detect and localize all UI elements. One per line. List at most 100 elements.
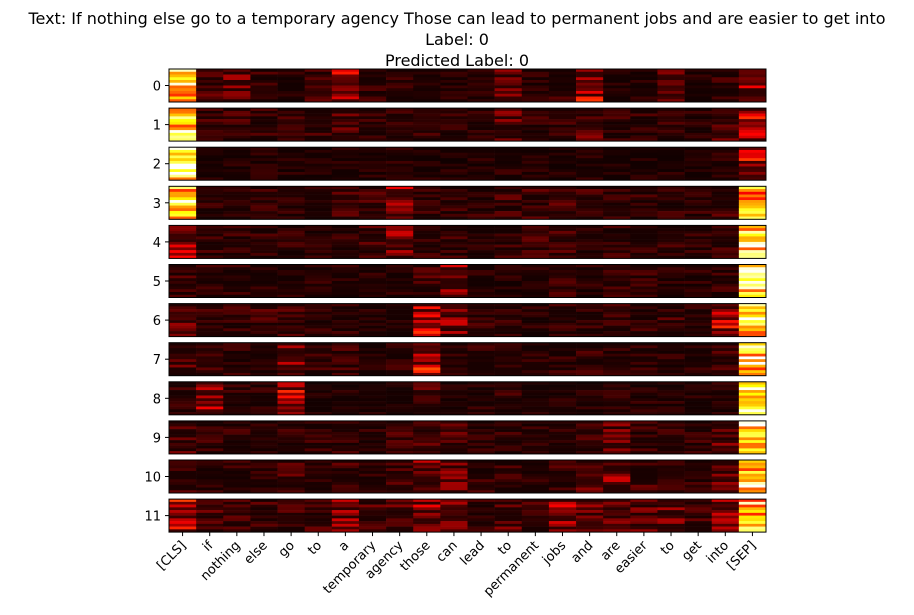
heatmap-cell — [196, 228, 224, 232]
heatmap-cell — [386, 147, 414, 151]
heatmap-cell — [467, 191, 495, 195]
heatmap-cell — [413, 286, 441, 290]
heatmap-cell — [711, 241, 740, 245]
heatmap-cell — [630, 465, 658, 469]
heatmap-cell — [657, 239, 685, 243]
heatmap-cell — [711, 515, 740, 519]
heatmap-cell — [467, 225, 495, 229]
heatmap-cell — [440, 320, 468, 324]
heatmap-cell — [603, 364, 631, 368]
heatmap-cell — [277, 289, 305, 293]
heatmap-cell — [331, 88, 360, 92]
heatmap-cell — [576, 281, 604, 285]
heatmap-cell — [277, 512, 305, 516]
heatmap-cell — [386, 303, 414, 307]
heatmap-cell — [358, 236, 387, 240]
heatmap-cell — [358, 499, 387, 503]
heatmap-cell — [684, 512, 713, 516]
heatmap-cell — [684, 135, 713, 139]
heatmap-cell — [548, 152, 577, 156]
heatmap-cell — [467, 189, 495, 193]
heatmap-cell — [684, 281, 713, 285]
heatmap-cell — [440, 501, 468, 505]
heatmap-cell — [657, 361, 685, 365]
heatmap-cell — [413, 233, 441, 237]
heatmap-cell — [169, 121, 197, 125]
heatmap-cell — [277, 244, 305, 248]
heatmap-cell — [684, 278, 713, 282]
heatmap-cell — [250, 247, 278, 251]
heatmap-cell — [277, 510, 305, 514]
heatmap-cell — [440, 482, 468, 486]
heatmap-cell — [250, 211, 278, 215]
heatmap-cell — [467, 286, 495, 290]
heatmap-cell — [169, 350, 197, 354]
heatmap-cell — [630, 370, 658, 374]
heatmap-cell — [223, 135, 251, 139]
heatmap-cell — [684, 169, 713, 173]
heatmap-cell — [413, 403, 441, 407]
heatmap-cell — [603, 278, 631, 282]
heatmap-cell — [223, 370, 251, 374]
heatmap-cell — [630, 267, 658, 271]
heatmap-cell — [196, 127, 224, 131]
heatmap-cell — [304, 403, 333, 407]
heatmap-cell — [548, 314, 577, 318]
heatmap-cell — [548, 294, 577, 298]
heatmap-cell — [684, 230, 713, 234]
heatmap-cell — [358, 398, 387, 402]
heatmap-cell — [467, 412, 495, 416]
heatmap-cell — [738, 267, 767, 271]
heatmap-cell — [196, 465, 224, 469]
heatmap-cell — [304, 135, 333, 139]
heatmap-cell — [603, 384, 631, 388]
heatmap-cell — [386, 205, 414, 209]
heatmap-cell — [196, 429, 224, 433]
heatmap-cell — [169, 499, 197, 503]
heatmap-cell — [657, 74, 685, 78]
heatmap-cell — [277, 160, 305, 164]
heatmap-cell — [440, 328, 468, 332]
heatmap-cell — [684, 99, 713, 103]
heatmap-cell — [413, 348, 441, 352]
heatmap-cell — [684, 420, 713, 424]
heatmap-cell — [603, 510, 631, 514]
heatmap-cell — [413, 283, 441, 287]
heatmap-cell — [304, 333, 333, 337]
heatmap-cell — [548, 515, 577, 519]
heatmap-cell — [250, 236, 278, 240]
heatmap-cell — [358, 160, 387, 164]
heatmap-cell — [413, 325, 441, 329]
heatmap-cell — [331, 350, 360, 354]
heatmap-cell — [277, 127, 305, 131]
heatmap-cell — [250, 515, 278, 519]
heatmap-cell — [711, 490, 740, 494]
heatmap-cell — [169, 311, 197, 315]
heatmap-cell — [440, 88, 468, 92]
heatmap-cell — [548, 93, 577, 97]
heatmap-cell — [576, 482, 604, 486]
heatmap-cell — [440, 121, 468, 125]
heatmap-cell — [358, 77, 387, 81]
heatmap-cell — [304, 166, 333, 170]
heatmap-cell — [223, 241, 251, 245]
heatmap-cell — [494, 398, 523, 402]
heatmap-cell — [196, 342, 224, 346]
heatmap-cell — [548, 247, 577, 251]
heatmap-cell — [467, 431, 495, 435]
heatmap-cell — [169, 250, 197, 254]
heatmap-cell — [630, 510, 658, 514]
heatmap-cell — [711, 510, 740, 514]
heatmap-cell — [331, 283, 360, 287]
heatmap-cell — [386, 149, 414, 153]
heatmap-cell — [196, 272, 224, 276]
heatmap-cell — [657, 177, 685, 181]
heatmap-cell — [494, 228, 523, 232]
heatmap-cell — [223, 426, 251, 430]
heatmap-cell — [223, 74, 251, 78]
heatmap-cell — [684, 384, 713, 388]
heatmap-cell — [331, 504, 360, 508]
heatmap-cell — [521, 194, 550, 198]
heatmap-cell — [440, 521, 468, 525]
heatmap-cell — [250, 359, 278, 363]
